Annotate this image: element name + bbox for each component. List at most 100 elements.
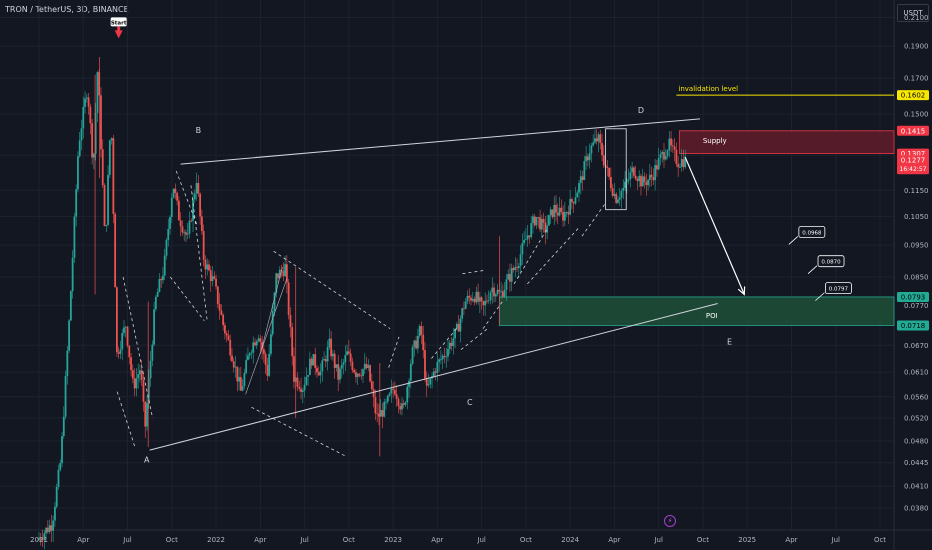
- candle-body: [548, 215, 550, 226]
- candle-body: [52, 520, 55, 531]
- candle-body: [195, 183, 198, 194]
- candle-body: [105, 224, 108, 226]
- candle-body: [248, 353, 251, 356]
- candle-body: [521, 243, 524, 255]
- symbol-title: TRON / TetherUS, 3D, BINANCE: [5, 5, 129, 14]
- candle-body: [399, 405, 402, 410]
- candle-body: [363, 363, 366, 370]
- candle-body: [374, 397, 377, 414]
- callout-box: [798, 225, 826, 238]
- candle-body: [353, 370, 356, 373]
- callout-label: 0.0968: [802, 230, 822, 236]
- candle-body: [579, 176, 582, 184]
- x-tick-label: Apr: [77, 536, 89, 544]
- candle-body: [247, 355, 249, 361]
- candle-body: [328, 338, 331, 348]
- candle-body: [415, 340, 418, 349]
- candle-body: [275, 273, 278, 293]
- currency-button[interactable]: USDT: [897, 4, 929, 22]
- x-tick-label: Oct: [343, 536, 355, 544]
- wave-label-d: D: [638, 106, 644, 115]
- candle-body: [666, 150, 669, 157]
- candle-body: [112, 138, 115, 214]
- candle-body: [386, 395, 389, 402]
- candle-body: [66, 350, 69, 376]
- candle-body: [75, 189, 78, 217]
- x-tick-label: Oct: [520, 536, 532, 544]
- dashed-line: [122, 276, 154, 419]
- candle-body: [190, 220, 193, 222]
- callout-box: [825, 282, 852, 295]
- candle-body: [349, 353, 352, 362]
- wave-label-b: B: [196, 126, 202, 135]
- candle-body: [429, 378, 432, 385]
- candle-body: [254, 342, 256, 346]
- callout-pointer: [815, 292, 825, 301]
- y-tick-label: 0.0560: [904, 393, 929, 401]
- candle-body: [69, 291, 72, 321]
- candle-body: [200, 216, 203, 231]
- candle-body: [663, 151, 665, 160]
- candle-body: [271, 311, 274, 335]
- candle-body: [682, 159, 685, 168]
- candle-body: [634, 175, 637, 179]
- candle-body: [533, 216, 536, 226]
- current-price-label: 0.1277: [901, 157, 926, 165]
- lightning-icon[interactable]: ⚡: [664, 515, 676, 527]
- candle-body: [432, 371, 435, 377]
- candle-body: [659, 154, 662, 159]
- candle-body: [183, 232, 186, 234]
- candle-body: [107, 174, 109, 225]
- y-tick-label: 0.0950: [904, 242, 929, 250]
- dashed-line: [169, 276, 205, 321]
- dashed-line: [273, 250, 391, 330]
- x-tick-label: Jul: [831, 536, 841, 544]
- candle-body: [298, 386, 301, 389]
- candle-body: [560, 207, 563, 212]
- candle-body: [50, 525, 53, 531]
- candle-body: [409, 363, 412, 381]
- candle-body: [606, 166, 609, 169]
- candle-body: [222, 314, 225, 326]
- candle-body: [181, 226, 184, 233]
- candle-body: [135, 378, 138, 389]
- candle-body: [586, 156, 589, 161]
- candle-body: [654, 165, 657, 181]
- candle-body: [126, 326, 129, 346]
- candle-body: [351, 361, 354, 371]
- candle-body: [326, 347, 329, 362]
- wave-label-c: C: [467, 398, 473, 407]
- candle-body: [381, 410, 384, 417]
- candle-body: [257, 338, 260, 342]
- candle-body: [594, 138, 596, 143]
- candle-body: [459, 318, 462, 332]
- y-tick-label: 0.0850: [904, 274, 929, 282]
- candle-body: [510, 268, 513, 282]
- y-tick-label: 0.1500: [904, 111, 929, 119]
- zone-label-supply: Supply: [703, 137, 727, 145]
- candle-body: [153, 309, 155, 345]
- dashed-line: [462, 269, 485, 275]
- candle-body: [234, 366, 237, 368]
- candle-body: [517, 265, 520, 269]
- candle-body: [316, 367, 318, 373]
- x-tick-label: 2025: [738, 536, 756, 544]
- candle-body: [562, 211, 564, 221]
- candle-body: [473, 298, 476, 303]
- candle-body: [447, 349, 449, 357]
- candle-body: [321, 360, 324, 372]
- candle-body: [450, 342, 453, 346]
- candle-body: [388, 393, 391, 396]
- candle-body: [551, 209, 554, 217]
- candle-body: [544, 222, 547, 233]
- candle-body: [211, 276, 214, 282]
- candle-body: [282, 271, 285, 277]
- candle-body: [213, 276, 216, 279]
- candle-body: [108, 140, 111, 175]
- x-tick-label: Apr: [254, 536, 266, 544]
- dashed-line: [116, 391, 136, 448]
- candle-body: [307, 375, 310, 377]
- callout-label: 0.0870: [821, 260, 841, 266]
- candle-body: [291, 327, 294, 357]
